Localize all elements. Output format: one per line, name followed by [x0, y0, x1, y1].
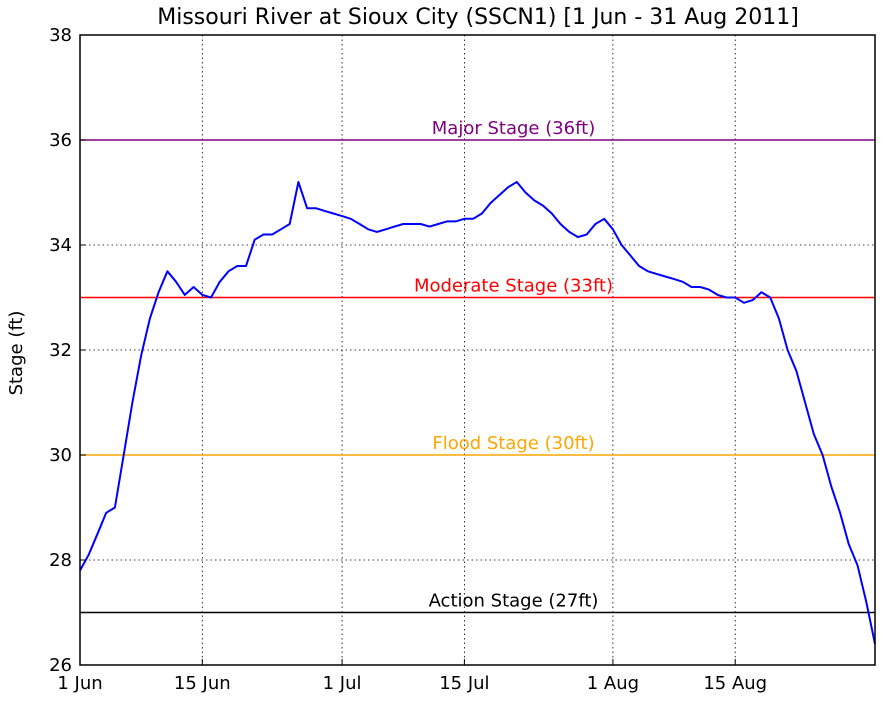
- x-tick-label: 15 Aug: [703, 673, 767, 694]
- threshold-layer: Major Stage (36ft) Moderate Stage (33ft) F…: [80, 118, 875, 614]
- y-axis-label: Stage (ft): [6, 311, 27, 396]
- y-tick-label: 30: [49, 445, 72, 466]
- y-tick-label: 34: [49, 235, 72, 256]
- series-layer: [79, 181, 876, 645]
- threshold-label: Action Stage (27ft): [429, 591, 599, 612]
- stage-series-line: [79, 181, 876, 645]
- x-tick-label: 15 Jul: [439, 673, 489, 694]
- y-tick-label: 38: [49, 25, 72, 46]
- y-tick-label: 28: [49, 550, 72, 571]
- y-tick-label: 26: [49, 655, 72, 676]
- x-tick-label: 1 Jul: [323, 673, 362, 694]
- chart-title: Missouri River at Sioux City (SSCN1) [1 …: [157, 5, 799, 30]
- x-tick-label: 1 Jun: [57, 673, 102, 694]
- tick-layer: 1 Jun 15 Jun 1 Jul 15 Jul 1 Aug 15 Aug 26 28 30 3…: [49, 25, 767, 694]
- y-tick-label: 36: [49, 130, 72, 151]
- x-tick-label: 15 Jun: [174, 673, 231, 694]
- threshold-label: Moderate Stage (33ft): [414, 276, 613, 297]
- x-tick-label: 1 Aug: [587, 673, 639, 694]
- threshold-label: Flood Stage (30ft): [432, 433, 594, 454]
- threshold-label: Major Stage (36ft): [432, 118, 595, 139]
- y-tick-label: 32: [49, 340, 72, 361]
